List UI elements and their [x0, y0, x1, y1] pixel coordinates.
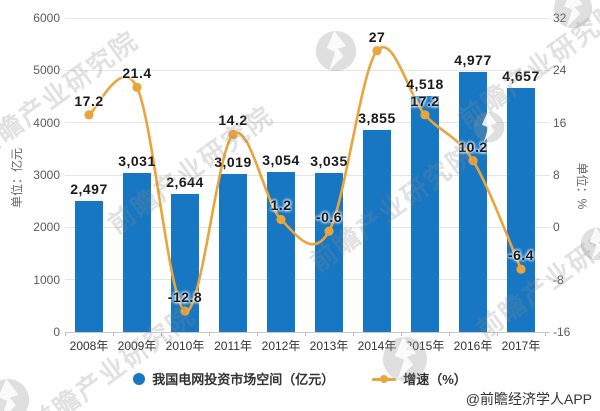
x-axis-label: 2009年 [117, 339, 157, 353]
line-value-label: 1.2 [270, 197, 292, 214]
bar-value-label: 2,644 [166, 173, 204, 190]
x-axis-label: 2014年 [357, 339, 397, 353]
bar [219, 174, 247, 332]
gridline [65, 226, 550, 228]
bar [267, 172, 295, 332]
line-marker [84, 110, 94, 120]
left-axis-tick-label: 1000 [33, 272, 60, 287]
left-axis-tick-label: 2000 [33, 220, 60, 235]
line-marker [132, 82, 142, 92]
bar-value-label: 3,019 [214, 154, 252, 170]
left-axis-tick-label: 4000 [33, 115, 60, 130]
x-axis-tick [353, 332, 354, 336]
right-axis-tick-label: -16 [553, 325, 571, 339]
line-value-label: 17.2 [74, 92, 104, 109]
credit-text: @前瞻经济学人APP [465, 391, 592, 407]
bar-series-legend-label: 我国电网投资市场空间（亿元） [152, 372, 335, 387]
right-axis-tick-label: 8 [553, 168, 560, 182]
bar-value-label: 2,497 [70, 181, 108, 198]
right-axis-tick-label: -8 [553, 272, 564, 287]
line-marker [180, 306, 190, 316]
gridline [65, 17, 550, 19]
x-axis-tick [497, 332, 498, 336]
line-marker [516, 264, 526, 274]
bar [123, 173, 151, 332]
line-marker [276, 214, 286, 225]
line-value-label: 14.2 [218, 112, 248, 129]
bar-value-label: 3,054 [262, 152, 300, 169]
bar-value-label: 4,657 [502, 68, 540, 85]
bar [363, 130, 391, 332]
legend: 我国电网投资市场空间（亿元） 增速（%） [0, 369, 600, 388]
right-axis-tick-label: 32 [553, 11, 567, 25]
bar [411, 95, 439, 332]
bar-value-label: 3,031 [118, 153, 156, 170]
line-value-label: 10.2 [458, 138, 488, 155]
line-value-label: -12.8 [167, 289, 203, 306]
x-axis-tick [113, 332, 114, 336]
line-value-label: 27 [368, 28, 386, 45]
line-series-legend-label: 增速（%） [403, 372, 467, 387]
x-axis-tick [401, 332, 402, 336]
legend-item-bar: 我国电网投资市场空间（亿元） [133, 369, 334, 388]
bar [507, 88, 535, 332]
bar-value-label: 4,518 [406, 75, 444, 92]
gridline [65, 331, 550, 333]
x-axis-tick [305, 332, 306, 336]
left-axis-tick-label: 0 [53, 325, 60, 339]
x-axis-tick [545, 332, 546, 336]
line-marker [420, 110, 430, 120]
x-axis-label: 2011年 [214, 339, 252, 353]
line-marker [324, 226, 334, 236]
x-axis-tick [449, 332, 450, 336]
x-axis-label: 2017年 [501, 339, 541, 353]
line-series-legend-marker-icon [372, 373, 397, 385]
bar-series-legend-marker-icon [133, 372, 146, 385]
x-axis-label: 2016年 [453, 339, 493, 353]
x-axis-label: 2010年 [165, 339, 205, 353]
line-value-label: -0.6 [315, 209, 343, 226]
bar-value-label: 3,855 [358, 110, 396, 127]
left-axis-tick-label: 5000 [33, 63, 60, 78]
x-axis-tick [209, 332, 210, 336]
line-value-label: 21.4 [122, 65, 152, 82]
gridline [65, 122, 550, 124]
right-axis-tick-label: 16 [553, 115, 567, 130]
bar [75, 201, 103, 332]
x-axis-tick [257, 332, 258, 336]
x-axis-tick [161, 332, 162, 336]
line-value-label: 17.2 [410, 92, 440, 109]
x-axis-label: 2008年 [69, 339, 109, 353]
line-value-label: -6.4 [507, 247, 535, 264]
line-marker [372, 46, 382, 56]
line-marker [468, 156, 478, 166]
legend-item-line: 增速（%） [372, 369, 467, 388]
x-axis-label: 2013年 [309, 339, 349, 353]
right-axis-tick-label: 24 [553, 63, 567, 78]
bar-value-label: 4,977 [454, 51, 492, 68]
line-marker [228, 129, 238, 140]
bar-value-label: 3,035 [310, 153, 348, 170]
x-axis-tick [65, 332, 66, 336]
left-axis-tick-label: 3000 [33, 168, 60, 182]
gridline [65, 69, 550, 71]
left-axis-tick-label: 6000 [33, 11, 60, 25]
x-axis-label: 2012年 [261, 339, 301, 353]
right-axis-tick-label: 0 [553, 220, 560, 235]
gridline [65, 174, 550, 176]
gridline [65, 279, 550, 281]
